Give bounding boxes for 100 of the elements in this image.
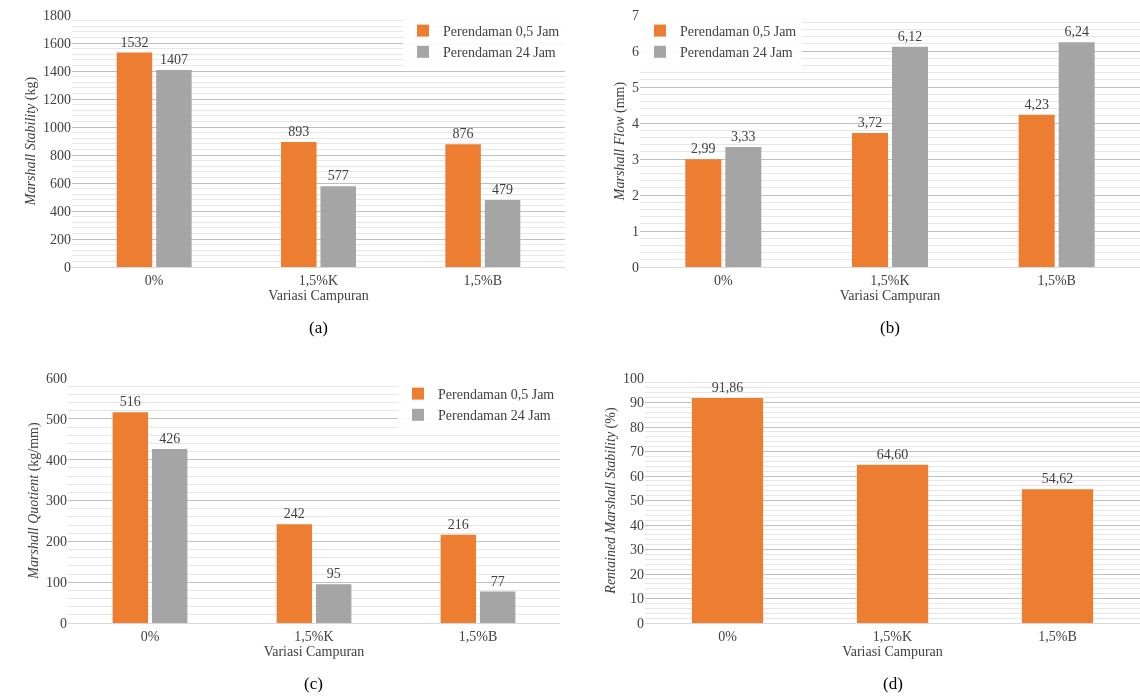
- bar: [691, 397, 764, 623]
- bar: [484, 199, 521, 267]
- bar: [116, 52, 153, 267]
- y-tick-label: 800: [50, 147, 71, 163]
- bar: [281, 141, 317, 267]
- x-tick-label: 0%: [144, 272, 164, 288]
- text: (a): [309, 318, 328, 337]
- y-tick-label: 5: [632, 79, 639, 95]
- data-label: 516: [119, 394, 141, 410]
- bar: [892, 46, 928, 267]
- y-tick-label: 60: [630, 468, 644, 484]
- bar: [156, 70, 192, 267]
- bar: [315, 584, 352, 623]
- legend-label: Perendaman 0,5 Jam: [443, 24, 560, 40]
- data-label: 2,99: [691, 141, 716, 157]
- x-axis-title: Variasi Campuran: [842, 643, 943, 659]
- x-axis-title: Variasi Campuran: [263, 643, 365, 659]
- x-tick-label: 1,5%B: [1038, 628, 1077, 644]
- x-tick-label: 1,5%K: [298, 272, 339, 288]
- data-label: 577: [327, 168, 349, 184]
- y-tick-label: 0: [64, 259, 71, 275]
- y-tick-label: 500: [46, 411, 67, 427]
- y-tick-label: 0: [637, 615, 644, 631]
- y-tick-label: 30: [630, 542, 644, 558]
- x-axis-title: Variasi Campuran: [839, 287, 941, 303]
- y-tick-label: 600: [46, 370, 67, 386]
- text: (b): [880, 318, 900, 337]
- data-label: 876: [452, 126, 474, 142]
- y-tick-label: 100: [46, 575, 67, 591]
- y-tick-label: 80: [630, 419, 644, 435]
- y-tick-label: 2: [632, 187, 639, 203]
- bar: [151, 449, 188, 623]
- y-tick-label: 200: [46, 534, 67, 550]
- bar: [852, 133, 888, 267]
- legend-label: Perendaman 0,5 Jam: [438, 387, 555, 403]
- y-axis-title: Marshall Stability (kg): [22, 76, 39, 207]
- x-tick-label: 0%: [713, 272, 733, 288]
- y-tick-label: 1600: [43, 35, 71, 51]
- data-label: 3,72: [857, 115, 883, 131]
- bar: [856, 464, 929, 623]
- data-label: 91,86: [711, 379, 744, 395]
- y-tick-label: 4: [632, 115, 639, 131]
- bar: [1058, 42, 1095, 267]
- y-tick-label: 3: [632, 151, 639, 167]
- bar: [479, 591, 516, 623]
- y-tick-label: 20: [630, 566, 644, 582]
- y-axis-title: Rentained Marshall Stability (%): [602, 407, 619, 595]
- y-axis-title: Marshall Quotient (kg/mm): [25, 422, 42, 580]
- legend-label: Perendaman 24 Jam: [443, 45, 556, 61]
- data-label: 4,23: [1024, 96, 1049, 112]
- x-axis-title: Variasi Campuran: [268, 287, 369, 303]
- data-label: 6,12: [897, 28, 923, 44]
- y-axis-title: Marshall Flow (mm): [611, 81, 628, 202]
- x-tick-label: 1,5%B: [1037, 272, 1076, 288]
- x-tick-label: 1,5%B: [463, 272, 503, 288]
- bar: [445, 144, 481, 267]
- data-label: 1532: [120, 34, 149, 50]
- y-tick-label: 6: [632, 43, 639, 59]
- data-label: 95: [326, 566, 341, 582]
- y-tick-label: 1400: [43, 63, 71, 79]
- y-tick-label: 100: [623, 370, 644, 386]
- bar: [320, 186, 356, 267]
- data-label: 1407: [159, 52, 188, 68]
- bar: [1018, 114, 1055, 267]
- bar: [112, 412, 149, 623]
- bar: [276, 524, 313, 623]
- y-tick-label: 0: [60, 615, 67, 631]
- y-tick-label: 7: [632, 7, 639, 23]
- data-label: 77: [490, 573, 505, 589]
- y-tick-label: 400: [50, 203, 71, 219]
- y-tick-label: 300: [46, 493, 67, 509]
- text: (c): [304, 674, 323, 693]
- legend-label: Perendaman 24 Jam: [680, 45, 793, 61]
- data-label: 426: [159, 431, 181, 447]
- bar: [685, 159, 722, 267]
- y-tick-label: 50: [630, 493, 644, 509]
- data-label: 6,24: [1064, 24, 1089, 40]
- y-tick-label: 1: [632, 223, 639, 239]
- data-label: 893: [288, 123, 310, 139]
- y-tick-label: 10: [630, 591, 644, 607]
- y-tick-label: 70: [630, 444, 644, 460]
- data-label: 479: [492, 181, 514, 197]
- y-tick-label: 0: [632, 259, 639, 275]
- data-label: 54,62: [1041, 471, 1074, 487]
- y-tick-label: 1800: [43, 7, 71, 23]
- y-tick-label: 90: [630, 395, 644, 411]
- bar: [725, 147, 762, 267]
- data-label: 242: [283, 506, 305, 522]
- legend-label: Perendaman 24 Jam: [438, 408, 551, 424]
- x-tick-label: 0%: [718, 628, 738, 644]
- x-tick-label: 1,5%B: [458, 628, 498, 644]
- y-tick-label: 600: [50, 175, 71, 191]
- x-tick-label: 0%: [140, 628, 160, 644]
- x-tick-label: 1,5%K: [870, 272, 910, 288]
- data-label: 216: [447, 516, 469, 532]
- x-tick-label: 1,5%K: [294, 628, 334, 644]
- y-tick-label: 40: [630, 517, 644, 533]
- bar: [1021, 489, 1094, 623]
- bar: [440, 534, 477, 623]
- legend-label: Perendaman 0,5 Jam: [680, 24, 797, 40]
